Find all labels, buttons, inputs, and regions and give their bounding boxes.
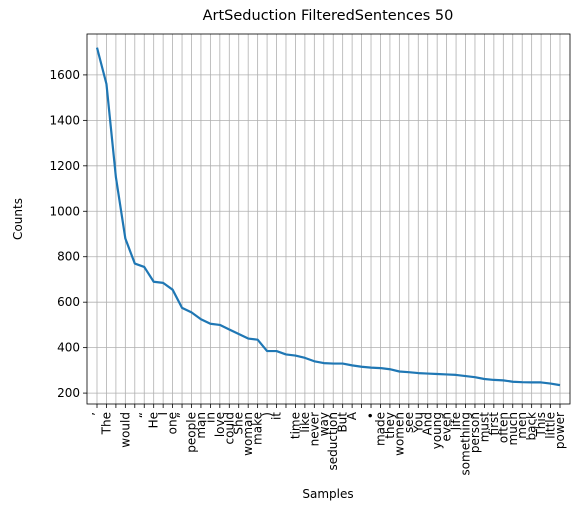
x-tick-label: must: [477, 412, 491, 443]
x-tick-label: woman: [241, 412, 255, 456]
x-tick-label: love: [213, 412, 227, 437]
x-tick-label: would: [118, 412, 132, 448]
x-tick-label: power: [553, 412, 567, 449]
chart-title: ArtSeduction FilteredSentences 50: [203, 8, 454, 24]
x-tick-label: never: [307, 412, 321, 446]
x-tick-label: made: [373, 412, 387, 446]
x-tick-label: I: [156, 412, 170, 416]
x-tick-label: way: [317, 412, 331, 436]
plot-frame: [86, 33, 571, 405]
x-tick-label: young: [430, 412, 444, 449]
x-tick-label: This: [534, 412, 548, 438]
x-tick-label: ): [260, 412, 274, 417]
y-tick-label: 1000: [49, 204, 80, 218]
x-tick-label: one: [166, 412, 180, 434]
x-tick-label: little: [544, 412, 558, 439]
x-tick-label: A: [345, 411, 359, 420]
data-line: [95, 47, 561, 387]
x-tick-label: something: [459, 412, 473, 476]
x-tick-label: ’: [90, 412, 104, 416]
y-tick-label: 1600: [49, 68, 80, 82]
x-axis-label: Samples: [302, 487, 353, 501]
x-tick-label: could: [222, 412, 236, 445]
x-tick-label: life: [449, 412, 463, 430]
x-tick-label: ”: [175, 412, 189, 418]
x-tick-label: person: [468, 412, 482, 453]
y-axis-label: Counts: [11, 198, 25, 240]
y-tick-label: 400: [57, 341, 80, 355]
y-tick-label: 600: [57, 295, 80, 309]
x-tick-label: men: [515, 412, 529, 439]
x-tick-label: back: [525, 412, 539, 441]
x-tick-label: She: [232, 412, 246, 435]
x-tick-label: time: [288, 412, 302, 439]
x-tick-label: they: [383, 412, 397, 439]
x-tick-label: And: [421, 412, 435, 435]
x-tick-label: like: [298, 412, 312, 433]
x-tick-label: “: [137, 412, 151, 418]
x-tick-label: You: [411, 412, 425, 434]
x-tick-label: women: [392, 412, 406, 456]
x-tick-label: seduction: [326, 412, 340, 470]
x-tick-label: often: [496, 412, 510, 443]
y-tick-label: 200: [57, 386, 80, 400]
x-tick-label: •: [364, 412, 378, 419]
x-tick-label: first: [487, 412, 501, 436]
x-tick-label: The: [99, 412, 113, 435]
x-tick-label: man: [194, 412, 208, 439]
y-tick-label: 1400: [49, 113, 80, 127]
x-tick-label: it: [270, 412, 284, 420]
x-tick-label: He: [147, 412, 161, 428]
x-tick-label: make: [251, 412, 265, 445]
x-tick-label: But: [336, 412, 350, 433]
x-tick-label: even: [440, 412, 454, 441]
x-tick-label: see: [402, 412, 416, 433]
x-tick-label: people: [184, 412, 198, 453]
x-tick-label: in: [203, 412, 217, 423]
y-tick-label: 1200: [49, 159, 80, 173]
x-tick-label: much: [506, 412, 520, 446]
y-tick-label: 800: [57, 250, 80, 264]
